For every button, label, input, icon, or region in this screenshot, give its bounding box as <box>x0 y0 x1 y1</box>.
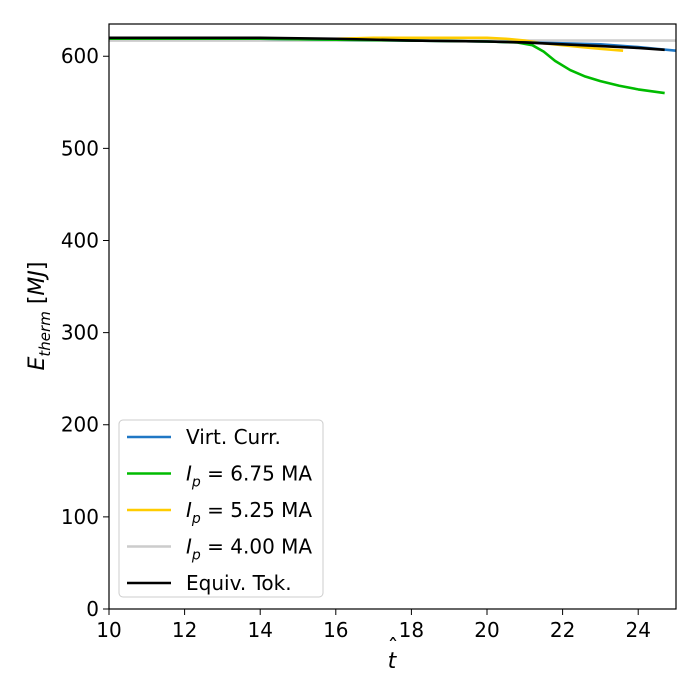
legend-box <box>118 419 324 598</box>
x-axis-title: t ˆ <box>388 636 399 674</box>
legend-label-4: Equiv. Tok. <box>186 571 292 595</box>
y-axis-title: Etherm [MJ] <box>25 262 54 371</box>
x-tick-label: 16 <box>323 618 348 642</box>
x-tick-label: 14 <box>247 618 272 642</box>
series-layer <box>109 36 677 95</box>
svg-text:Etherm [MJ]: Etherm [MJ] <box>25 262 54 371</box>
x-tick-label: 22 <box>550 618 575 642</box>
svg-text:t: t <box>388 649 398 674</box>
y-tick-label: 300 <box>61 321 99 345</box>
series-line-4 <box>109 36 665 52</box>
svg-text:ˆ: ˆ <box>388 636 399 661</box>
x-tick-label: 18 <box>399 618 424 642</box>
legend-label-0: Virt. Curr. <box>186 425 281 449</box>
y-tick-label: 400 <box>61 228 99 252</box>
y-tick-label: 200 <box>61 413 99 437</box>
legend: Virt. Curr. Ip = 6.75 MA Ip = 5.25 MA Ip = … <box>118 419 324 598</box>
y-tick-label: 500 <box>61 136 99 160</box>
x-tick-label: 20 <box>474 618 499 642</box>
y-tick-label: 600 <box>61 44 99 68</box>
x-tick-label: 24 <box>625 618 650 642</box>
x-axis: 10 12 14 16 18 20 22 24 <box>96 609 651 642</box>
legend-label-2: Ip = 5.25 MA <box>186 498 312 527</box>
y-tick-label: 0 <box>86 597 99 621</box>
legend-label-1: Ip = 6.75 MA <box>186 462 312 491</box>
x-tick-label: 10 <box>96 618 121 642</box>
y-axis: 0 100 200 300 400 500 600 <box>61 44 109 621</box>
legend-label-3: Ip = 4.00 MA <box>186 535 312 564</box>
plot-frame <box>108 23 677 610</box>
y-tick-label: 100 <box>61 505 99 529</box>
x-tick-label: 12 <box>172 618 197 642</box>
